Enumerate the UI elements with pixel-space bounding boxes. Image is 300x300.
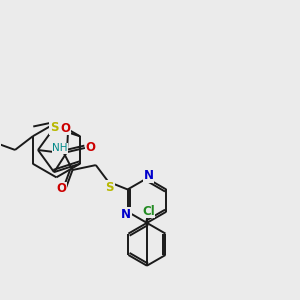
Text: S: S [50, 122, 58, 134]
Text: Cl: Cl [142, 205, 155, 218]
Text: O: O [85, 140, 95, 154]
Text: N: N [121, 208, 131, 220]
Text: NH: NH [52, 143, 68, 153]
Text: O: O [60, 122, 70, 135]
Text: O: O [57, 182, 67, 195]
Text: N: N [143, 169, 153, 182]
Text: S: S [106, 181, 114, 194]
